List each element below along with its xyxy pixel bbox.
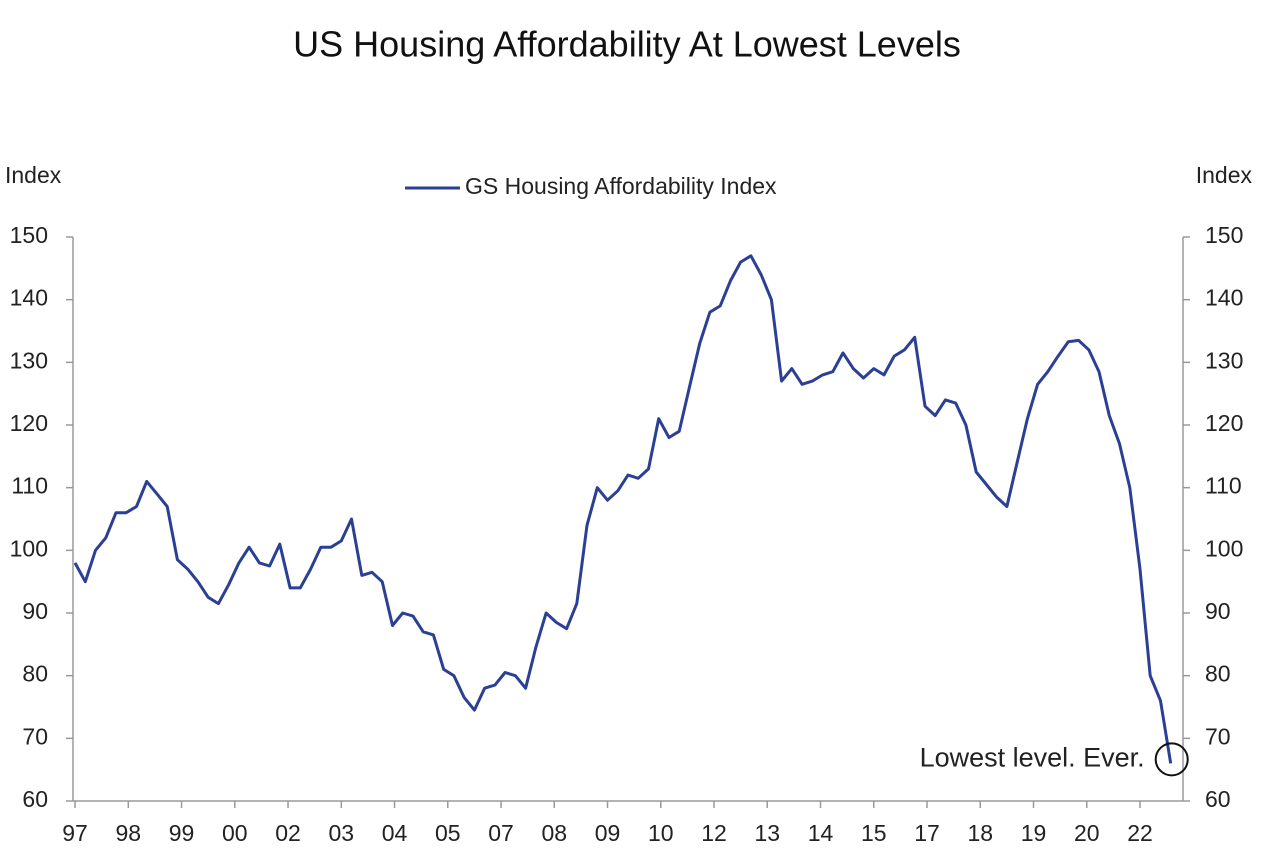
annotation-circle: [1154, 742, 1189, 777]
x-tick-label: 98: [115, 820, 141, 846]
x-tick-label: 18: [967, 820, 993, 846]
x-tick-label: 17: [914, 820, 940, 846]
x-tick-label: 97: [62, 820, 88, 846]
x-tick-label: 20: [1074, 820, 1100, 846]
y2-tick-label: 140: [1205, 285, 1243, 311]
x-tick-label: 05: [435, 820, 461, 846]
y-tick-label: 120: [10, 410, 48, 436]
y-tick-label: 130: [10, 347, 48, 373]
y2-tick-label: 80: [1205, 661, 1231, 687]
x-tick-label: 14: [808, 820, 834, 846]
x-tick-label: 10: [648, 820, 674, 846]
x-tick-label: 07: [488, 820, 514, 846]
y-tick-label: 100: [10, 535, 48, 561]
y2-tick-label: 130: [1205, 347, 1243, 373]
series-line: [73, 254, 1173, 764]
chart-title: US Housing Affordability At Lowest Level…: [293, 24, 961, 65]
y2-axis-label: Index: [1196, 162, 1253, 188]
x-tick-label: 99: [169, 820, 195, 846]
x-tick-label: 15: [861, 820, 887, 846]
y-tick-label: 80: [22, 661, 48, 687]
x-tick-label: 19: [1021, 820, 1047, 846]
y-tick-label: 70: [22, 723, 48, 749]
x-tick-label: 13: [754, 820, 780, 846]
y-tick-label: 60: [22, 786, 48, 812]
x-tick-label: 22: [1127, 820, 1153, 846]
y2-tick-label: 150: [1205, 222, 1243, 248]
x-tick-label: 02: [275, 820, 301, 846]
y2-tick-label: 120: [1205, 410, 1243, 436]
x-tick-label: 09: [595, 820, 621, 846]
y-axis-label: Index: [5, 162, 62, 188]
y-tick-label: 150: [10, 222, 48, 248]
y2-tick-label: 90: [1205, 598, 1231, 624]
y2-tick-label: 70: [1205, 723, 1231, 749]
annotation: Lowest level. Ever.: [920, 743, 1145, 773]
y-tick-label: 140: [10, 285, 48, 311]
y2-tick-label: 110: [1205, 473, 1242, 499]
x-tick-label: 08: [541, 820, 567, 846]
y2-tick-label: 60: [1205, 786, 1231, 812]
x-tick-label: 04: [382, 820, 408, 846]
y-tick-label: 90: [22, 598, 48, 624]
x-tick-label: 03: [328, 820, 354, 846]
x-tick-label: 00: [222, 820, 248, 846]
legend-label: GS Housing Affordability Index: [465, 173, 777, 199]
y2-tick-label: 100: [1205, 535, 1243, 561]
y-tick-label: 110: [11, 473, 48, 499]
x-tick-label: 12: [701, 820, 727, 846]
